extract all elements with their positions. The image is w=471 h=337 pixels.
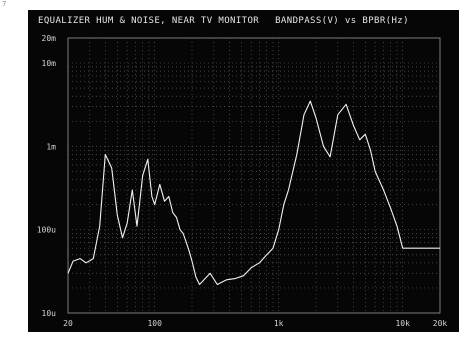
corner-mark: 7 xyxy=(2,0,7,8)
x-tick-label: 10k xyxy=(395,319,410,328)
x-tick-label: 20 xyxy=(63,319,73,328)
plot-frame xyxy=(67,37,441,314)
y-tick-label: 10u xyxy=(42,309,57,318)
plot-area: 20m 10m 1m 100u 10u 20 100 1k 10k 20k xyxy=(37,34,448,328)
chart-title-row: EQUALIZER HUM & NOISE, NEAR TV MONITOR BA… xyxy=(38,16,409,26)
oscilloscope-screen: EQUALIZER HUM & NOISE, NEAR TV MONITOR BA… xyxy=(28,10,459,332)
chart-title: EQUALIZER HUM & NOISE, NEAR TV MONITOR xyxy=(38,16,260,26)
x-tick-label: 20k xyxy=(433,319,448,328)
chart-subtitle: BANDPASS(V) vs BPBR(Hz) xyxy=(275,16,409,26)
y-tick-label: 100u xyxy=(37,226,56,235)
y-tick-label: 10m xyxy=(42,59,57,68)
x-tick-label: 100 xyxy=(147,319,162,328)
y-tick-label: 20m xyxy=(42,34,57,43)
y-tick-label: 1m xyxy=(46,142,56,151)
x-tick-label: 1k xyxy=(274,319,284,328)
noise-trace xyxy=(67,100,440,286)
